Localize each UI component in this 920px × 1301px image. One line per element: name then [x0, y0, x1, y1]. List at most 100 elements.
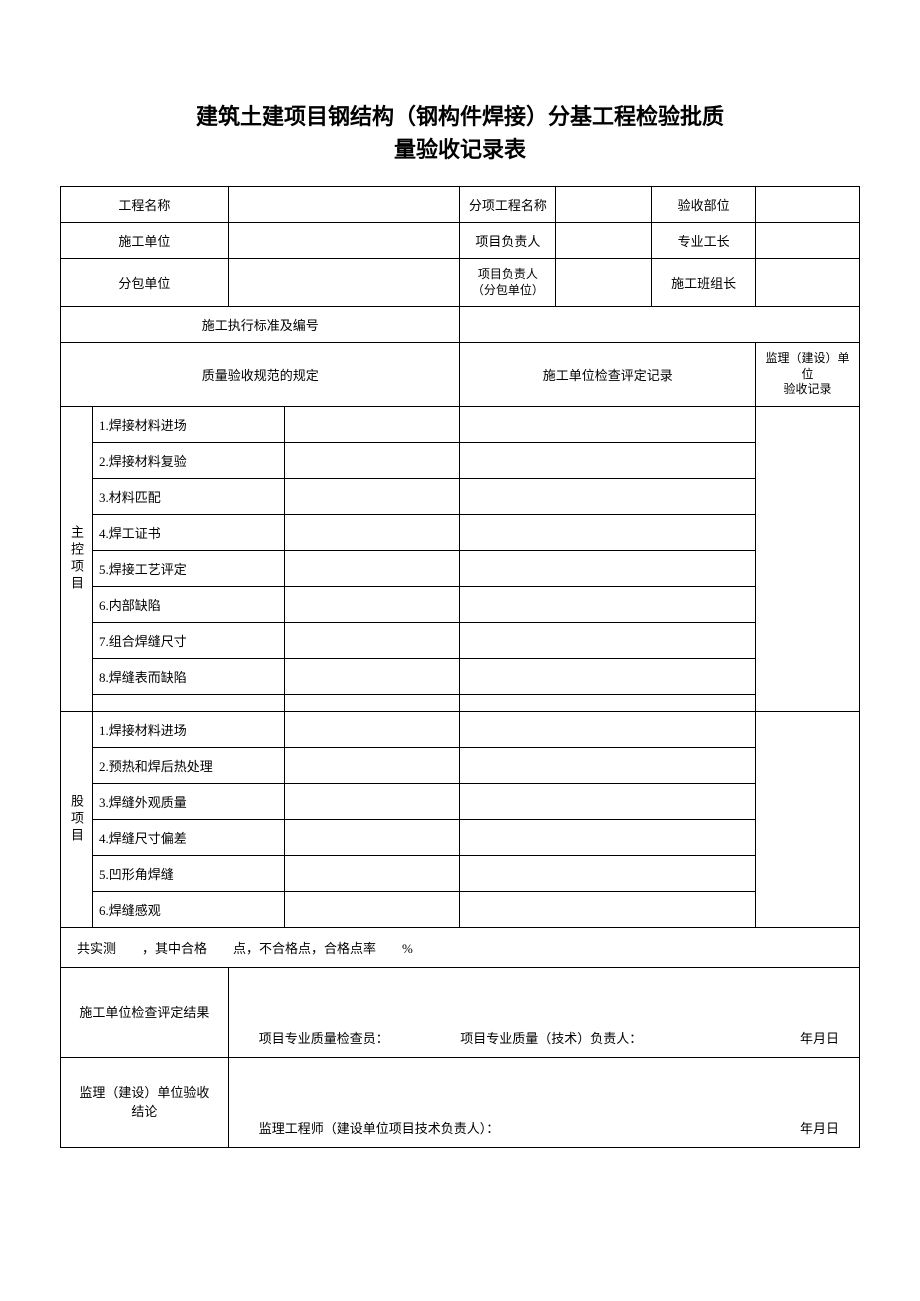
main-item-cell: [284, 442, 460, 478]
main-item-row: 主控项目 1.焊接材料进场: [61, 406, 860, 442]
main-item-row: 2.焊接材料复验: [61, 442, 860, 478]
sig1-inspector-label: 项目专业质量检查员：: [259, 1031, 389, 1046]
main-item-record: [460, 550, 756, 586]
pm-label: 项目负责人: [460, 223, 556, 259]
exec-std-value: [460, 307, 860, 343]
main-item-label: 3.材料匹配: [92, 478, 284, 514]
general-item-record: [460, 747, 756, 783]
general-item-label: 3.焊缝外观质量: [92, 783, 284, 819]
sig1-date: 年月日: [800, 1028, 839, 1047]
sig2-date: 年月日: [800, 1118, 839, 1137]
project-name-label: 工程名称: [61, 187, 229, 223]
main-item-label: 2.焊接材料复验: [92, 442, 284, 478]
foreman-label: 专业工长: [652, 223, 756, 259]
main-item-row: 7.组合焊缝尺寸: [61, 622, 860, 658]
main-item-row: 4.焊工证书: [61, 514, 860, 550]
main-item-label: 7.组合焊缝尺寸: [92, 622, 284, 658]
subcontractor-value: [228, 259, 460, 307]
signature-row-1: 施工单位检查评定结果 项目专业质量检查员： 项目专业质量（技术）负责人： 年月日: [61, 967, 860, 1057]
sig2-content: 监理工程师（建设单位项目技术负责人）： 年月日: [228, 1057, 859, 1147]
general-item-cell: [284, 819, 460, 855]
main-item-row: 8.焊缝表而缺陷: [61, 658, 860, 694]
main-item-record: [460, 658, 756, 694]
general-item-cell: [284, 711, 460, 747]
supervisor-record-label: 监理（建设）单位验收记录: [756, 343, 860, 407]
header-row-1: 工程名称 分项工程名称 验收部位: [61, 187, 860, 223]
general-item-row: 2.预热和焊后热处理: [61, 747, 860, 783]
main-item-record: [460, 694, 756, 711]
header-row-3: 分包单位 项目负责人（分包单位） 施工班组长: [61, 259, 860, 307]
main-item-label: 5.焊接工艺评定: [92, 550, 284, 586]
constructor-record-label: 施工单位检查评定记录: [460, 343, 756, 407]
subcontractor-label: 分包单位: [61, 259, 229, 307]
header-row-5: 质量验收规范的规定 施工单位检查评定记录 监理（建设）单位验收记录: [61, 343, 860, 407]
main-item-record: [460, 478, 756, 514]
main-item-cell: [284, 514, 460, 550]
team-leader-label: 施工班组长: [652, 259, 756, 307]
main-item-label: 4.焊工证书: [92, 514, 284, 550]
general-item-row: 股项目 1.焊接材料进场: [61, 711, 860, 747]
main-item-label: 8.焊缝表而缺陷: [92, 658, 284, 694]
main-item-label: 1.焊接材料进场: [92, 406, 284, 442]
general-item-record: [460, 711, 756, 747]
subitem-name-label: 分项工程名称: [460, 187, 556, 223]
general-item-row: 5.凹形角焊缝: [61, 855, 860, 891]
main-item-label: 6.内部缺陷: [92, 586, 284, 622]
main-item-cell: [284, 586, 460, 622]
main-item-cell: [284, 658, 460, 694]
main-items-group-label: 主控项目: [61, 406, 93, 711]
general-item-supervisor: [756, 711, 860, 927]
general-item-record: [460, 855, 756, 891]
sub-pm-label: 项目负责人（分包单位）: [460, 259, 556, 307]
sub-pm-value: [556, 259, 652, 307]
general-item-label: 6.焊缝感观: [92, 891, 284, 927]
main-item-record: [460, 622, 756, 658]
general-item-record: [460, 819, 756, 855]
main-item-record: [460, 514, 756, 550]
main-item-record: [460, 586, 756, 622]
main-item-row: 3.材料匹配: [61, 478, 860, 514]
sig2-engineer-label: 监理工程师（建设单位项目技术负责人）：: [259, 1121, 500, 1136]
project-name-value: [228, 187, 460, 223]
sig2-left-label: 监理（建设）单位验收结论: [61, 1057, 229, 1147]
main-item-cell: [284, 478, 460, 514]
main-item-row: 5.焊接工艺评定: [61, 550, 860, 586]
general-item-cell: [284, 855, 460, 891]
main-item-row-empty: [61, 694, 860, 711]
foreman-value: [756, 223, 860, 259]
inspection-table: 工程名称 分项工程名称 验收部位 施工单位 项目负责人 专业工长 分包单位 项目…: [60, 186, 860, 1148]
sig1-tech-label: 项目专业质量（技术）负责人：: [460, 1031, 642, 1046]
general-item-label: 5.凹形角焊缝: [92, 855, 284, 891]
general-item-row: 3.焊缝外观质量: [61, 783, 860, 819]
main-item-cell: [284, 622, 460, 658]
general-items-group-label: 股项目: [61, 711, 93, 927]
header-row-4: 施工执行标准及编号: [61, 307, 860, 343]
header-row-2: 施工单位 项目负责人 专业工长: [61, 223, 860, 259]
main-item-cell: [284, 550, 460, 586]
constructor-value: [228, 223, 460, 259]
pm-value: [556, 223, 652, 259]
general-item-label: 4.焊缝尺寸偏差: [92, 819, 284, 855]
general-item-cell: [284, 747, 460, 783]
summary-text: 共实测 ，其中合格 点，不合格点，合格点率 %: [61, 927, 860, 967]
exec-std-label: 施工执行标准及编号: [61, 307, 460, 343]
general-item-cell: [284, 783, 460, 819]
general-item-cell: [284, 891, 460, 927]
sig1-left-label: 施工单位检查评定结果: [61, 967, 229, 1057]
summary-row: 共实测 ，其中合格 点，不合格点，合格点率 %: [61, 927, 860, 967]
general-item-label: 1.焊接材料进场: [92, 711, 284, 747]
main-item-supervisor: [756, 406, 860, 711]
accept-part-label: 验收部位: [652, 187, 756, 223]
document-title: 建筑土建项目钢结构（钢构件焊接）分基工程检验批质 量验收记录表: [60, 100, 860, 166]
team-leader-value: [756, 259, 860, 307]
accept-part-value: [756, 187, 860, 223]
general-item-record: [460, 783, 756, 819]
main-item-cell: [284, 694, 460, 711]
main-item-cell: [284, 406, 460, 442]
main-item-row: 6.内部缺陷: [61, 586, 860, 622]
subitem-name-value: [556, 187, 652, 223]
main-item-record: [460, 406, 756, 442]
general-item-label: 2.预热和焊后热处理: [92, 747, 284, 783]
general-item-row: 4.焊缝尺寸偏差: [61, 819, 860, 855]
main-item-label: [92, 694, 284, 711]
